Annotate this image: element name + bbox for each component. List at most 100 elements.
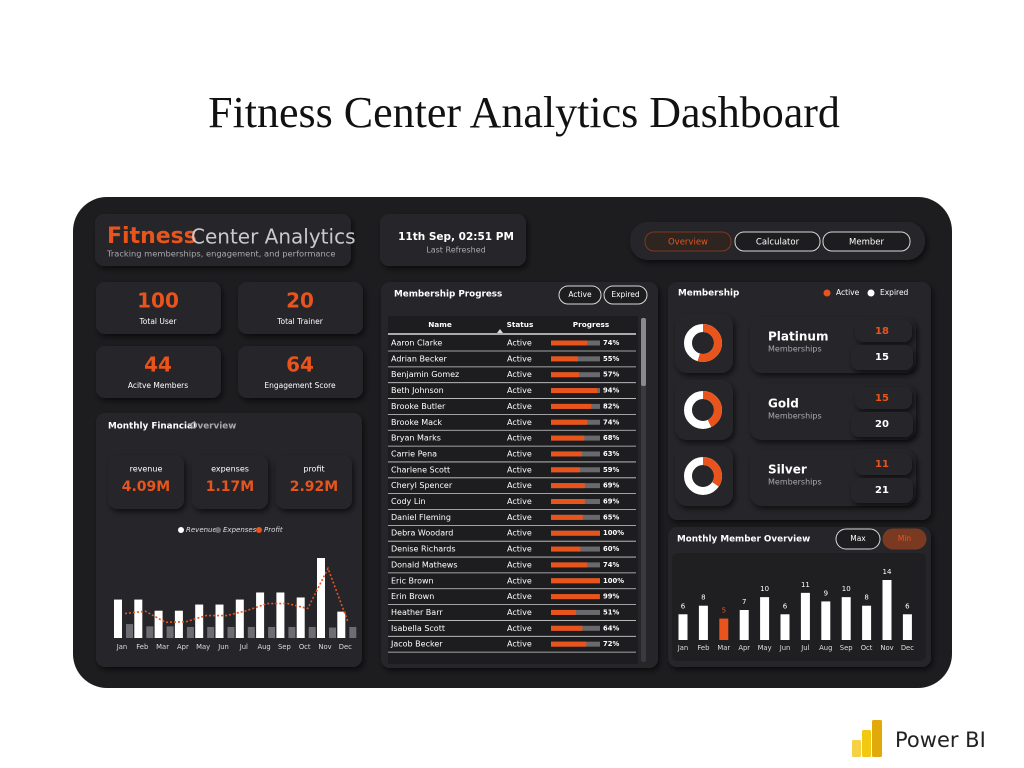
tier-active-box [855, 320, 912, 342]
bar [739, 610, 749, 640]
progress-bar [551, 578, 600, 584]
x-tick-label: Oct [299, 643, 311, 651]
cell-name: Adrian Becker [391, 354, 448, 363]
tier-name: Platinum [768, 330, 828, 344]
bar [235, 599, 244, 638]
nav-button[interactable] [734, 231, 821, 252]
nav-button[interactable] [822, 231, 911, 252]
progress-label: 100% [603, 577, 624, 585]
progress-bar [551, 372, 579, 378]
x-tick-label: Apr [177, 643, 189, 651]
bar [227, 626, 235, 638]
x-tick-label: Mar [717, 644, 730, 652]
nav-button[interactable] [644, 231, 732, 252]
progress-bar [551, 514, 583, 520]
tier-subtitle: Memberships [768, 345, 822, 354]
cell-name: Bryan Marks [391, 434, 441, 443]
scroll-thumb[interactable] [641, 318, 646, 386]
logo-bar [862, 730, 871, 757]
bar [114, 599, 122, 638]
tier-active: 11 [875, 459, 889, 470]
brand-rest: Center Analytics [191, 225, 356, 249]
progress-bar [551, 641, 587, 647]
financial-kpi [108, 455, 184, 509]
cell-status: Active [507, 545, 532, 554]
bar [902, 614, 912, 640]
tier-subtitle: Memberships [768, 478, 822, 487]
progress-label: 59% [603, 466, 619, 474]
tier-expired: 20 [875, 419, 889, 430]
tier-active-box [855, 387, 912, 409]
financial-kpi-value: 1.17M [206, 479, 254, 495]
x-tick-label: Jul [239, 643, 248, 651]
bar [207, 626, 215, 638]
progress-bar [551, 467, 580, 473]
progress-label: 74% [603, 418, 619, 426]
cell-name: Brooke Mack [391, 418, 442, 427]
cell-status: Active [507, 640, 532, 649]
x-tick-label: Dec [901, 644, 914, 652]
x-tick-label: May [196, 643, 210, 651]
x-tick-label: Apr [738, 644, 750, 652]
nav-label: Member [849, 238, 884, 248]
tier-active: 15 [875, 393, 889, 404]
cell-status: Active [507, 402, 532, 411]
data-label: 5 [722, 607, 726, 615]
donut-active [684, 457, 722, 495]
logo-bar [852, 740, 861, 757]
kpi-label: Total Trainer [276, 317, 324, 326]
bar [288, 626, 296, 638]
cell-name: Brooke Butler [391, 402, 446, 411]
kpi-value: 20 [286, 289, 314, 313]
bar [329, 627, 336, 638]
cell-status: Active [507, 592, 532, 601]
x-tick-label: Jan [116, 643, 127, 651]
progress-bar [551, 403, 592, 409]
kpi-card [238, 282, 363, 334]
bar [678, 614, 688, 640]
progress-bar [551, 419, 588, 425]
cell-status: Active [507, 497, 532, 506]
bar [154, 610, 163, 638]
profit-line [124, 566, 350, 624]
bar [317, 558, 325, 638]
tier-expired-box [851, 345, 913, 370]
bar [174, 610, 183, 638]
filter-button[interactable] [558, 285, 602, 305]
progress-label: 57% [603, 371, 619, 379]
toggle-button[interactable] [882, 528, 927, 550]
bar [247, 626, 255, 638]
cell-name: Beth Johnson [391, 386, 444, 395]
tier-expired: 15 [875, 352, 889, 363]
toggle-button[interactable] [835, 528, 881, 550]
legend-dot [823, 289, 831, 297]
kpi-label: Total User [139, 317, 178, 326]
filter-button[interactable] [603, 285, 648, 305]
bar [349, 626, 357, 638]
donut-active [684, 391, 722, 429]
progress-bar [551, 609, 576, 615]
bar [186, 626, 194, 638]
progress-bar [551, 356, 578, 362]
x-tick-label: Sep [840, 644, 853, 652]
legend-dot [256, 527, 262, 533]
progress-bar [551, 546, 581, 552]
cell-status: Active [507, 354, 532, 363]
legend-label: Profit [264, 526, 283, 534]
bar [821, 601, 831, 640]
cell-name: Eric Brown [391, 576, 434, 585]
bar [256, 592, 265, 638]
cell-name: Daniel Fleming [391, 513, 451, 522]
footer-brand: Power BI [895, 728, 986, 752]
kpi-value: 100 [137, 289, 179, 313]
progress-bar [551, 625, 583, 631]
data-label: 10 [842, 585, 851, 593]
kpi-card [96, 346, 221, 398]
legend-label: Active [836, 288, 860, 297]
data-label: 6 [681, 602, 686, 610]
cell-name: Cody Lin [391, 497, 426, 506]
progress-label: 65% [603, 513, 619, 521]
progress-label: 74% [603, 561, 619, 569]
progress-bar [551, 340, 588, 346]
donut-card [675, 313, 733, 373]
